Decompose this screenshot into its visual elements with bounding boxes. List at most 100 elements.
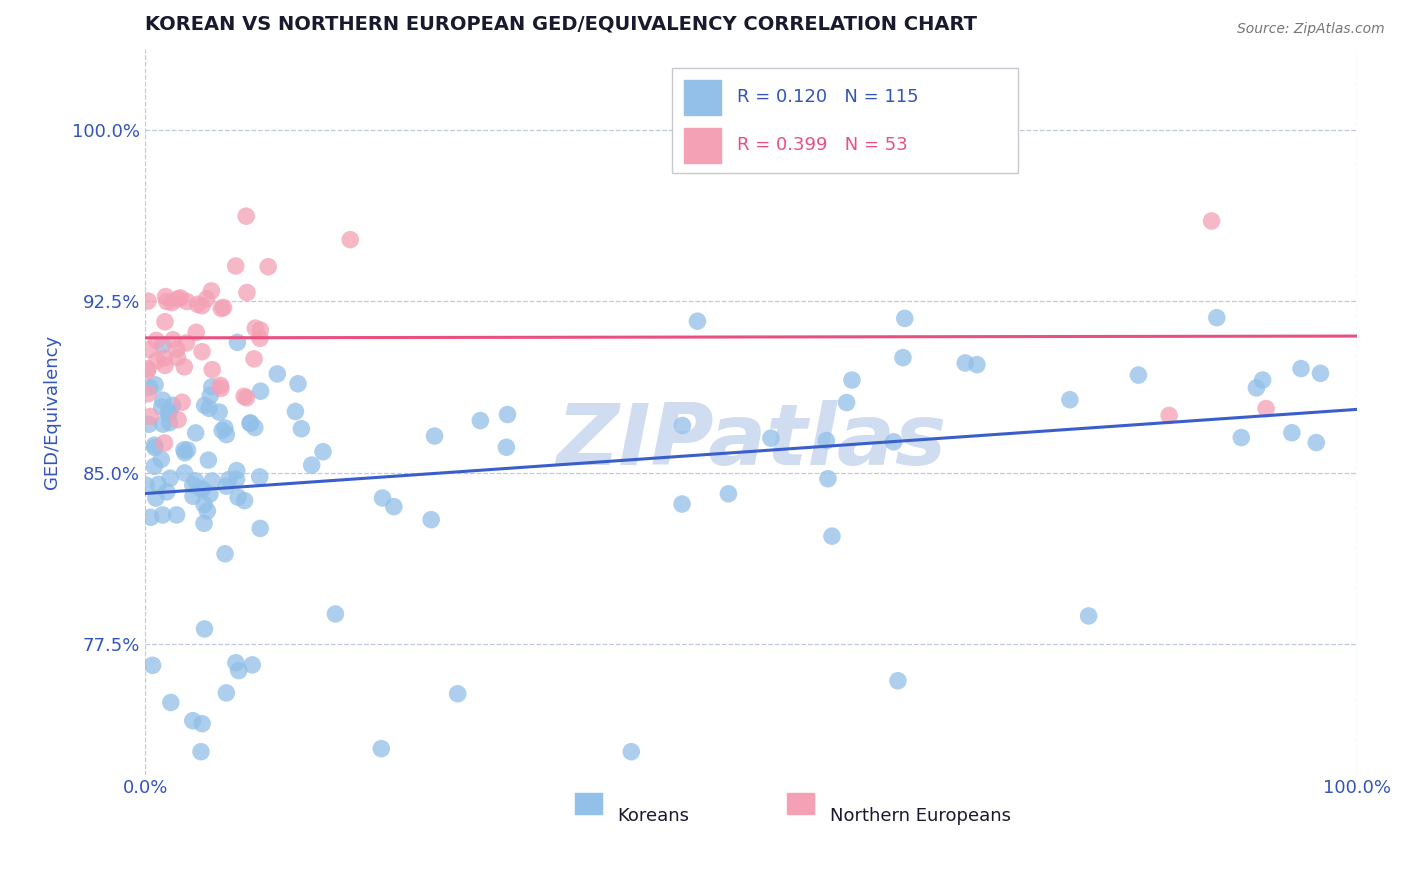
Point: [159, 471, 181, 485]
Point: [176, 294, 198, 309]
Point: [181, 478, 204, 492]
Point: [1246, 381, 1268, 395]
Point: [136, 386, 159, 401]
Point: [200, 284, 222, 298]
Point: [191, 482, 214, 496]
Point: [214, 421, 236, 435]
Point: [139, 409, 162, 424]
Point: [191, 344, 214, 359]
Point: [211, 424, 233, 438]
Point: [136, 364, 159, 378]
Point: [228, 664, 250, 678]
Point: [172, 395, 194, 409]
Point: [153, 359, 176, 373]
FancyBboxPatch shape: [672, 68, 1018, 173]
Point: [152, 417, 174, 432]
Point: [193, 622, 215, 636]
Point: [1059, 392, 1081, 407]
Point: [284, 404, 307, 418]
Point: [201, 474, 224, 488]
Point: [1305, 435, 1327, 450]
Point: [966, 358, 988, 372]
Point: [166, 292, 188, 306]
Point: [496, 408, 519, 422]
Point: [266, 367, 288, 381]
Point: [239, 416, 262, 430]
Point: [233, 389, 256, 403]
Text: ZIPatlas: ZIPatlas: [555, 400, 946, 483]
Point: [470, 414, 492, 428]
Point: [193, 516, 215, 531]
Point: [167, 413, 190, 427]
Point: [821, 529, 844, 543]
Point: [138, 343, 160, 357]
Point: [1205, 310, 1227, 325]
Point: [191, 716, 214, 731]
Point: [193, 498, 215, 512]
Point: [312, 444, 335, 458]
Point: [173, 442, 195, 457]
Point: [208, 405, 231, 419]
Point: [815, 434, 838, 448]
Point: [195, 292, 218, 306]
Point: [841, 373, 863, 387]
Point: [371, 491, 394, 505]
Point: [883, 434, 905, 449]
Point: [835, 395, 858, 409]
Point: [148, 477, 170, 491]
Point: [225, 656, 247, 670]
Point: [239, 416, 262, 430]
Point: [143, 441, 166, 455]
Point: [191, 299, 214, 313]
Point: [190, 482, 212, 496]
Text: Koreans: Koreans: [617, 807, 690, 825]
Point: [150, 400, 173, 414]
Point: [620, 745, 643, 759]
Point: [420, 513, 443, 527]
Point: [382, 500, 405, 514]
Point: [301, 458, 323, 472]
Point: [135, 478, 157, 492]
Point: [198, 401, 221, 416]
Point: [156, 484, 179, 499]
Point: [209, 381, 232, 395]
Point: [166, 351, 188, 365]
Point: [136, 294, 159, 309]
Point: [209, 378, 232, 392]
Point: [181, 489, 204, 503]
Point: [759, 431, 782, 445]
Point: [160, 295, 183, 310]
Point: [225, 472, 247, 486]
Point: [495, 440, 517, 454]
Point: [245, 321, 267, 335]
Point: [717, 487, 740, 501]
Point: [181, 714, 204, 728]
Point: [290, 422, 312, 436]
Point: [176, 442, 198, 457]
Point: [686, 314, 709, 328]
Point: [159, 416, 181, 430]
Point: [671, 418, 693, 433]
Point: [671, 497, 693, 511]
Bar: [575, 793, 602, 814]
Point: [138, 417, 160, 432]
Point: [212, 301, 235, 315]
Point: [184, 425, 207, 440]
Point: [166, 343, 188, 357]
Point: [173, 466, 195, 480]
Point: [218, 473, 240, 487]
Point: [197, 453, 219, 467]
Point: [143, 459, 166, 474]
Point: [166, 508, 188, 522]
Point: [145, 491, 167, 505]
Point: [176, 335, 198, 350]
Point: [370, 741, 392, 756]
Point: [817, 472, 839, 486]
Point: [201, 380, 224, 394]
Point: [143, 438, 166, 452]
Point: [1309, 367, 1331, 381]
Point: [225, 464, 247, 478]
Point: [152, 393, 174, 408]
Point: [209, 301, 232, 316]
Bar: [685, 128, 721, 163]
